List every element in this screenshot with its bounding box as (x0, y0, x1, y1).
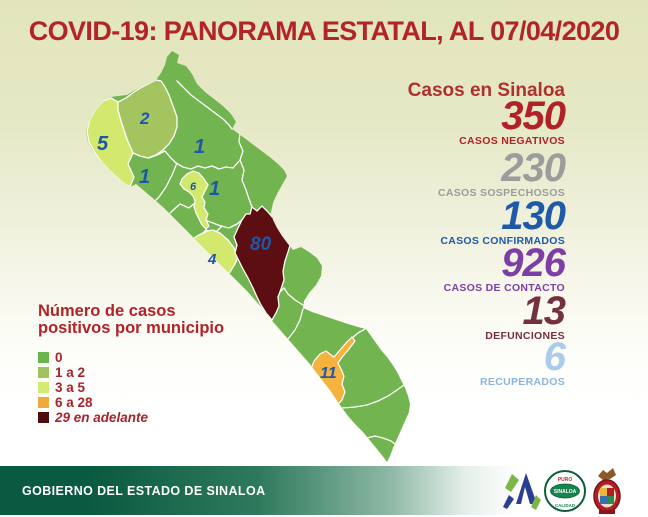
badge-middle-text: SINALOA (554, 489, 577, 495)
legend-items: 0 1 a 2 3 a 5 6 a 28 29 en adelante (38, 350, 224, 425)
legend-label: 6 a 28 (55, 395, 93, 410)
map-case-label: 2 (139, 109, 150, 128)
stat-label: RECUPERADOS (480, 376, 565, 388)
stat-label: CASOS NEGATIVOS (459, 135, 565, 147)
map-case-label: 4 (207, 251, 217, 268)
sinaloa-gov-logo (503, 473, 541, 510)
stats-heading: Casos en Sinaloa (407, 80, 565, 101)
stat-value: 350 (501, 94, 566, 138)
map-case-label: 6 (190, 181, 197, 193)
map-case-labels: 2 5 1 1 6 1 4 80 11 (97, 109, 337, 382)
legend-swatch-orange (38, 397, 49, 408)
map-case-label: 11 (320, 365, 337, 382)
legend-label: 3 a 5 (55, 380, 86, 395)
legend-label: 29 en adelante (55, 410, 149, 425)
footer-bar: GOBIERNO DEL ESTADO DE SINALOA (0, 466, 648, 515)
legend-label: 0 (55, 350, 63, 365)
stat-label: DEFUNCIONES (485, 330, 565, 342)
stat-defunciones: 13 DEFUNCIONES (485, 289, 566, 342)
map-case-label: 1 (194, 136, 205, 158)
stat-label: CASOS DE CONTACTO (443, 282, 565, 294)
legend-swatch-darkred (38, 412, 49, 423)
legend-swatch-lightgreen (38, 382, 49, 393)
stat-value: 230 (501, 146, 566, 190)
stat-value: 13 (522, 289, 566, 333)
badge-top-text: PURO (558, 477, 573, 483)
escudo-sinaloa (593, 468, 621, 514)
legend-title-line1: Número de casos (38, 302, 176, 320)
map-case-label: 1 (209, 178, 220, 200)
legend-item: 1 a 2 (38, 365, 224, 380)
legend-title-line2: positivos por municipio (38, 319, 225, 337)
region-sinaloa-municipio (179, 170, 210, 230)
legend-item: 0 (38, 350, 224, 365)
map-case-label: 1 (139, 166, 150, 188)
stat-value: 130 (501, 194, 566, 238)
region-el-fuerte (117, 79, 178, 159)
footer-government-text: GOBIERNO DEL ESTADO DE SINALOA (22, 483, 266, 498)
stat-casos-confirmados: 130 CASOS CONFIRMADOS (440, 194, 566, 247)
legend-item: 6 a 28 (38, 395, 224, 410)
stat-value: 926 (501, 241, 566, 285)
badge-bottom-text: CALIDAD (555, 503, 576, 508)
stat-label: CASOS SOSPECHOSOS (437, 187, 565, 199)
map-legend: Número de casos positivos por municipio … (38, 303, 224, 425)
legend-swatch-olive (38, 367, 49, 378)
stat-label: CASOS CONFIRMADOS (440, 235, 565, 247)
legend-item: 3 a 5 (38, 380, 224, 395)
puro-sinaloa-badge: PURO SINALOA CALIDAD (544, 470, 586, 512)
stat-casos-sospechosos: 230 CASOS SOSPECHOSOS (437, 146, 566, 199)
legend-title: Número de casos positivos por municipio (38, 303, 224, 337)
footer-logos: PURO SINALOA CALIDAD (503, 468, 621, 514)
legend-swatch-green (38, 352, 49, 363)
stat-value: 6 (543, 335, 566, 379)
map-case-label: 80 (250, 234, 272, 255)
legend-item: 29 en adelante (38, 410, 224, 425)
page-title: COVID-19: PANORAMA ESTATAL, AL 07/04/202… (28, 16, 620, 46)
stat-recuperados: 6 RECUPERADOS (480, 335, 566, 388)
map-case-label: 5 (97, 133, 109, 155)
stat-casos-de-contacto: 926 CASOS DE CONTACTO (443, 241, 566, 294)
stat-casos-negativos: 350 CASOS NEGATIVOS (459, 94, 566, 147)
legend-label: 1 a 2 (55, 365, 86, 380)
